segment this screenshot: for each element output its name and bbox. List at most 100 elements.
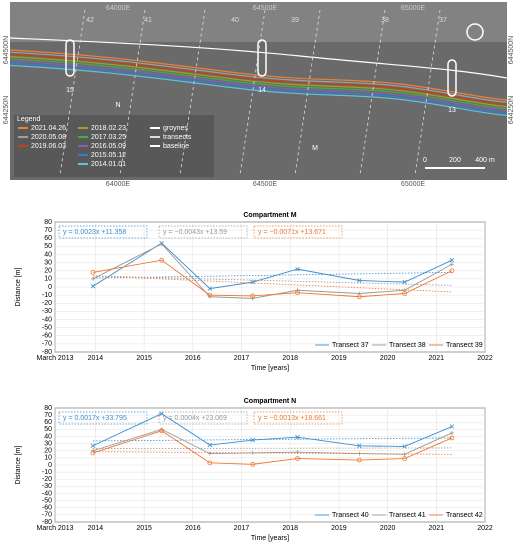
northing-label: 644250N [508,96,515,124]
y-tick-label: -70 [42,341,52,348]
y-tick-label: 60 [44,235,52,242]
data-point [250,279,255,285]
easting-label: 64000E [106,181,130,188]
northing-label: 644250N [3,96,10,124]
transect-line [239,9,266,176]
chart-title: Compartment N [244,398,297,405]
x-tick-label: 2022 [477,525,493,532]
data-point [295,288,300,293]
legend-label: baseline [163,143,189,150]
y-tick-label: -50 [42,497,52,504]
y-tick-label: 50 [44,426,52,433]
x-tick-label: 2017 [234,525,250,532]
y-tick-label: -30 [42,483,52,490]
data-point [449,424,455,429]
transect-label: 42 [86,17,94,24]
x-axis-label: Time [years] [251,535,289,542]
north-arrow [466,23,484,41]
x-tick-label: 2017 [234,355,250,362]
legend-label: 2021.04.26 [31,125,66,132]
y-tick-label: 10 [44,455,52,462]
x-tick-label: 2018 [282,355,298,362]
x-tick-label: 2015 [136,355,152,362]
x-tick-label: 2018 [282,525,298,532]
y-tick-label: -30 [42,308,52,315]
x-tick-label: 2014 [88,355,104,362]
data-point [449,268,455,274]
map-beach [10,2,507,42]
equation-label: y = 0.0017x +33.795 [63,415,127,422]
x-tick-label: 2019 [331,355,347,362]
easting-label: 65000E [401,181,425,188]
northing-label: 644500N [3,36,10,64]
data-point [207,460,213,466]
x-tick-label: March 2013 [37,525,74,532]
y-tick-label: 50 [44,243,52,250]
data-point [402,456,408,461]
groyne [257,39,267,77]
transect-line [119,9,146,176]
y-tick-label: 60 [44,419,52,426]
shoreline [9,62,508,114]
x-tick-label: 2015 [136,525,152,532]
equation-label: y = −0.0071x +13.671 [258,229,326,236]
y-tick-label: -10 [42,292,52,299]
legend-label: Transect 37 [332,342,369,349]
y-tick-label: -60 [42,333,52,340]
x-axis-label: Time [years] [251,365,289,372]
data-point [250,437,255,443]
x-tick-label: 2020 [380,525,396,532]
y-tick-label: 70 [44,227,52,234]
data-point [207,292,213,298]
equation-box [253,411,343,425]
transect-line [359,9,386,176]
y-tick-label: 0 [48,284,52,291]
legend-label: 2015.05.12 [91,152,126,159]
data-point [295,290,300,296]
legend-label: 2018.02.23 [91,125,126,132]
y-tick-label: -20 [42,476,52,483]
transect-label: 39 [291,17,299,24]
equation-box [58,411,148,425]
x-tick-label: 2021 [429,355,445,362]
y-tick-label: 30 [44,440,52,447]
shoreline [9,58,508,110]
data-point [250,293,256,299]
transect-line [294,9,321,176]
equation-box [158,225,248,239]
y-tick-label: 40 [44,251,52,258]
data-point [207,442,213,448]
y-tick-label: 20 [44,448,52,455]
y-tick-label: 10 [44,276,52,283]
data-point [90,443,96,449]
shoreline [9,51,508,103]
transect-line [59,9,86,176]
data-point [90,450,96,456]
map-legend-box [14,115,214,177]
series-line [92,430,453,465]
legend-label: 2016.05.09 [91,143,126,150]
shoreline [9,56,508,108]
data-point [295,434,300,440]
compartment-label: M [312,145,318,152]
y-tick-label: 80 [44,219,52,226]
y-tick-label: 80 [44,405,52,412]
y-tick-label: -80 [42,519,52,526]
y-tick-label: 20 [44,268,52,275]
legend-title: Legend [17,116,40,123]
scale-label: 0 [423,157,427,164]
data-point [449,257,455,263]
x-tick-label: 2014 [88,525,104,532]
series-line [92,413,453,447]
data-point [250,296,255,301]
data-point [295,266,300,272]
y-tick-label: -20 [42,300,52,307]
y-axis-label: Distance [m] [15,267,22,306]
legend-label: Transect 42 [446,512,483,519]
x-tick-label: 2019 [331,525,347,532]
y-tick-label: 70 [44,412,52,419]
data-point [159,257,165,263]
data-point [250,461,256,467]
groyne-label: 15 [66,87,74,94]
equation-label: y = −0.0043x +13.59 [163,229,227,236]
